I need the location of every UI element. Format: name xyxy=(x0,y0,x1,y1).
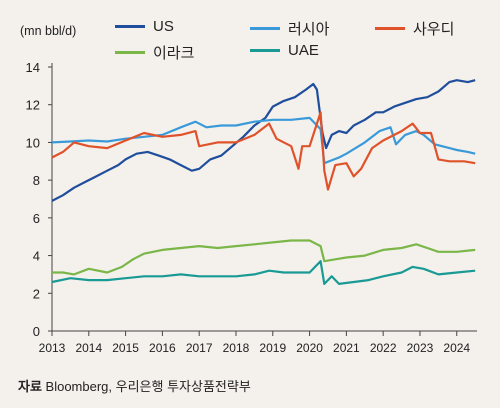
y-tick-label: 2 xyxy=(33,286,40,301)
x-tick-label: 2022 xyxy=(370,341,397,355)
y-tick-label: 6 xyxy=(33,211,40,226)
x-tick-label: 2020 xyxy=(296,341,323,355)
x-tick-label: 2018 xyxy=(223,341,250,355)
x-tick-label: 2016 xyxy=(149,341,176,355)
series-line-1 xyxy=(51,79,476,202)
legend-item: US xyxy=(115,18,174,35)
legend-swatch xyxy=(115,51,145,54)
source-note: 자료 Bloomberg, 우리은행 투자상품전략부 xyxy=(18,376,251,395)
x-tick-label: 2017 xyxy=(186,341,213,355)
chart-axes: 0 2 4 6 8 10 12 14 2013 2014 2015 2016 2017 2018 2019 2… xyxy=(26,60,477,355)
y-unit-label: (mn bbl/d) xyxy=(20,24,77,38)
x-tick-label: 2015 xyxy=(112,341,139,355)
legend-label: UAE xyxy=(288,42,319,59)
y-tick-label: 12 xyxy=(26,98,40,113)
y-tick-label: 4 xyxy=(33,249,40,264)
series-line-2 xyxy=(51,116,476,165)
source-text: Bloomberg, 우리은행 투자상품전략부 xyxy=(41,379,251,394)
legend-item: UAE xyxy=(250,42,319,59)
legend-label: 이라크 xyxy=(153,45,195,62)
legend-item: 이라크 xyxy=(115,42,194,63)
source-label: 자료 xyxy=(18,379,42,394)
x-tick-label: 2013 xyxy=(39,341,66,355)
x-tick-label: 2019 xyxy=(259,341,286,355)
series-line-3 xyxy=(51,111,476,191)
chart-lines xyxy=(51,79,476,285)
x-tick-label: 2024 xyxy=(443,341,470,355)
x-tick-label: 2014 xyxy=(75,341,102,355)
legend-label: US xyxy=(153,18,174,35)
y-tick-label: 0 xyxy=(33,324,40,339)
series-line-5 xyxy=(51,260,476,285)
y-tick-label: 10 xyxy=(26,135,40,150)
legend-swatch xyxy=(115,25,145,28)
x-tick-label: 2023 xyxy=(407,341,434,355)
y-tick-label: 14 xyxy=(26,60,40,75)
legend-label: 사우디 xyxy=(413,21,455,38)
series-line-4 xyxy=(52,239,476,276)
x-tick-label: 2021 xyxy=(333,341,360,355)
legend-item: 러시아 xyxy=(250,18,329,39)
legend-item: 사우디 xyxy=(375,18,454,39)
legend-swatch xyxy=(375,27,405,30)
legend-swatch xyxy=(250,27,280,30)
legend-swatch xyxy=(250,49,280,52)
y-tick-label: 8 xyxy=(33,173,40,188)
legend-label: 러시아 xyxy=(288,21,330,38)
